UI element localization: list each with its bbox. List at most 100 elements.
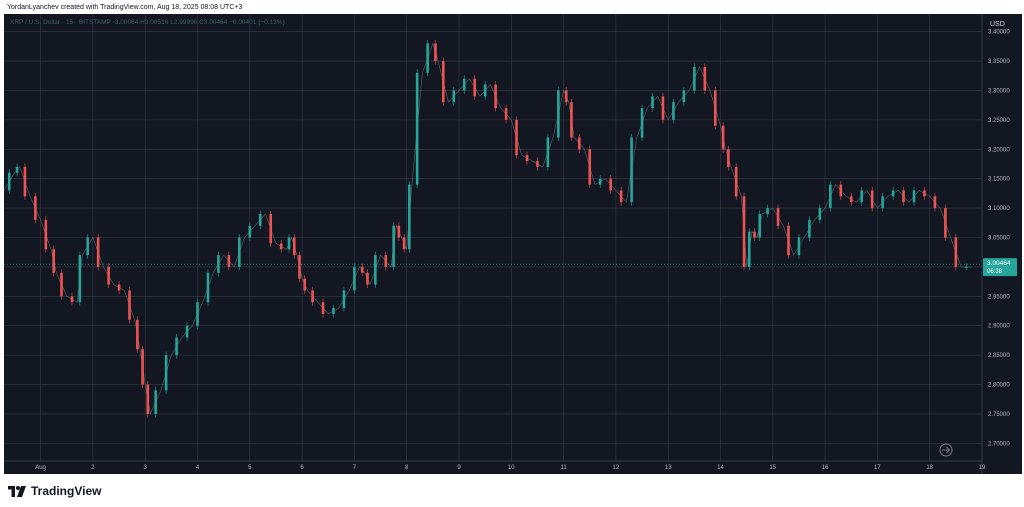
candle-body xyxy=(415,72,419,185)
candle-body xyxy=(944,208,947,238)
candle-body xyxy=(515,119,518,156)
candle-body xyxy=(860,190,864,203)
candle-body xyxy=(525,155,529,162)
candle-body xyxy=(546,137,550,167)
last-price-tag xyxy=(983,258,1017,277)
candle-body xyxy=(609,178,612,191)
tradingview-logo[interactable]: TradingView xyxy=(8,484,101,498)
candle-body xyxy=(353,266,356,291)
candle-body xyxy=(384,255,388,267)
candle-body xyxy=(269,213,273,244)
candle-body xyxy=(494,84,497,109)
scroll-to-realtime-button[interactable] xyxy=(939,443,953,457)
time-axis[interactable]: Aug 2 3 4 5 6 7 8 9 10 11 12 13 14 15 16 17 18 19 xyxy=(35,465,986,471)
candle-body xyxy=(721,125,725,150)
candle-body xyxy=(185,325,189,338)
y-tick-label: 3.35000 xyxy=(988,59,1010,65)
y-tick-label: 2.75000 xyxy=(988,412,1010,418)
candle-body xyxy=(766,208,769,214)
candle-body xyxy=(881,196,884,209)
y-tick-label: 3.30000 xyxy=(988,88,1010,94)
candle-body xyxy=(366,272,369,285)
x-tick-label: 18 xyxy=(926,465,933,471)
candle-body xyxy=(321,302,325,314)
y-tick-label: 2.95000 xyxy=(988,294,1010,300)
candle-body xyxy=(829,184,832,209)
candle-body xyxy=(402,237,406,250)
candle-body xyxy=(619,190,623,203)
y-tick-label: 2.85000 xyxy=(988,353,1010,359)
x-tick-label: 11 xyxy=(560,465,567,471)
chart-attribution: YordanLyanchev created with TradingView.… xyxy=(7,4,243,11)
candle-body xyxy=(146,384,150,414)
y-tick-label: 3.40000 xyxy=(988,30,1010,36)
candle-body xyxy=(342,290,346,309)
candle-body xyxy=(713,90,717,126)
candle-body xyxy=(727,149,730,167)
x-tick-label: 3 xyxy=(144,465,148,471)
candle-body xyxy=(758,213,762,238)
candle-body xyxy=(136,319,139,350)
candle-body xyxy=(849,196,853,203)
candle-body xyxy=(753,231,756,238)
candle-body xyxy=(408,184,411,250)
candle-body xyxy=(332,308,335,314)
candle-body xyxy=(86,237,89,256)
candle-body xyxy=(52,249,55,273)
x-tick-label: 14 xyxy=(717,465,724,471)
candle-body xyxy=(23,166,27,197)
candle-body xyxy=(96,237,100,267)
last-price-marker: 3.00464 06:38 xyxy=(4,258,1017,277)
candle-body xyxy=(557,90,560,138)
candle-body xyxy=(598,178,602,185)
candle-body xyxy=(196,302,199,326)
candle-body xyxy=(238,237,241,267)
y-tick-label: 3.15000 xyxy=(988,177,1010,183)
candle-body xyxy=(787,225,790,256)
candle-body xyxy=(128,290,131,320)
candle-body xyxy=(426,43,429,73)
x-tick-label: 9 xyxy=(457,465,461,471)
candle-body xyxy=(7,172,11,191)
price-chart[interactable]: XRP / U.S. Dollar · 15 · BITSTAMP ◦3.000… xyxy=(0,14,1024,474)
candle-body xyxy=(452,90,456,103)
candle-body xyxy=(292,237,296,256)
candle-body xyxy=(672,102,675,120)
candle-body xyxy=(797,237,801,256)
candle-body xyxy=(808,219,811,238)
candle-body xyxy=(965,266,968,268)
tradingview-logo-icon xyxy=(8,485,26,497)
candle-body xyxy=(117,284,121,291)
candle-body xyxy=(141,349,144,385)
candle-body xyxy=(504,108,508,120)
candle-body xyxy=(682,90,686,103)
candle-body xyxy=(747,231,751,267)
x-tick-label: 16 xyxy=(822,465,829,471)
candle-body xyxy=(311,290,314,303)
candle-body xyxy=(107,266,110,285)
candle-body xyxy=(577,137,581,150)
candle-body xyxy=(933,196,937,209)
y-tick-label: 3.20000 xyxy=(988,147,1010,153)
x-tick-label: 7 xyxy=(353,465,357,471)
x-tick-label: 6 xyxy=(300,465,304,471)
x-tick-label: 10 xyxy=(508,465,515,471)
x-tick-label: 15 xyxy=(769,465,776,471)
candle-body xyxy=(60,272,63,297)
candle-body xyxy=(287,237,291,250)
price-axis[interactable]: 3.40000 3.35000 3.30000 3.25000 3.20000 3.150… xyxy=(988,30,1010,448)
candle-body xyxy=(564,90,568,103)
candle-body xyxy=(630,137,633,203)
bar-countdown: 06:38 xyxy=(987,269,1003,275)
candle-body xyxy=(536,161,539,167)
candle-body xyxy=(442,61,445,103)
candle-body xyxy=(661,96,665,120)
y-tick-label: 2.70000 xyxy=(988,441,1010,447)
candle-body xyxy=(912,190,916,203)
candle-body xyxy=(954,237,958,267)
candle-body xyxy=(818,208,822,220)
candle-body xyxy=(839,184,843,197)
candle-body xyxy=(154,390,157,414)
y-tick-label: 2.80000 xyxy=(988,383,1010,389)
candle-body xyxy=(462,78,466,91)
